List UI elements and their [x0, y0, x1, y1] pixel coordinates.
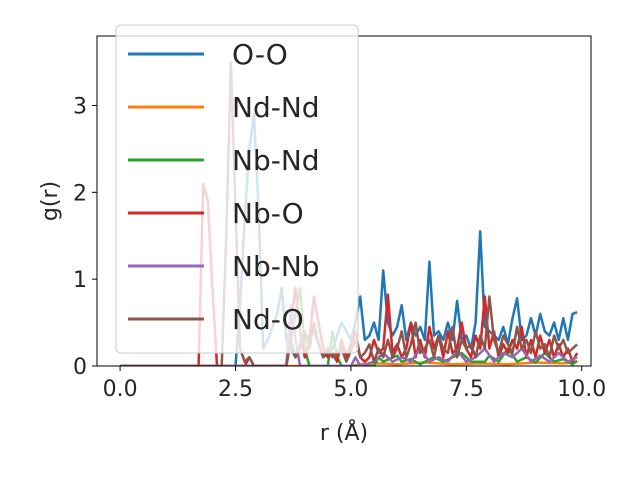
y-axis-label: g(r): [38, 181, 63, 221]
y-axis-ticks: 0 1 2 3: [73, 94, 97, 380]
y-tick-label: 0: [73, 355, 87, 380]
legend-label-nd-o: Nd-O: [232, 303, 304, 336]
y-tick-label: 1: [73, 268, 87, 293]
x-axis-label: r (Å): [320, 419, 368, 446]
x-tick-label: 2.5: [218, 377, 253, 402]
legend-label-nb-nd: Nb-Nd: [232, 144, 320, 177]
legend-label-nd-nd: Nd-Nd: [232, 91, 320, 124]
legend-label-nb-o: Nb-O: [232, 197, 304, 230]
x-tick-label: 10.0: [557, 377, 606, 402]
x-tick-label: 7.5: [449, 377, 484, 402]
x-tick-label: 0.0: [103, 377, 138, 402]
legend-label-o-o: O-O: [232, 38, 288, 71]
x-axis-ticks: 0.0 2.5 5.0 7.5 10.0: [103, 366, 606, 402]
x-tick-label: 5.0: [333, 377, 368, 402]
y-tick-label: 2: [73, 181, 87, 206]
legend-label-nb-nb: Nb-Nb: [232, 250, 320, 283]
series-line-nb-nb: [120, 303, 578, 366]
y-tick-label: 3: [73, 94, 87, 119]
legend: O-O Nd-Nd Nb-Nd Nb-O Nb-Nb Nd-O: [115, 24, 359, 354]
